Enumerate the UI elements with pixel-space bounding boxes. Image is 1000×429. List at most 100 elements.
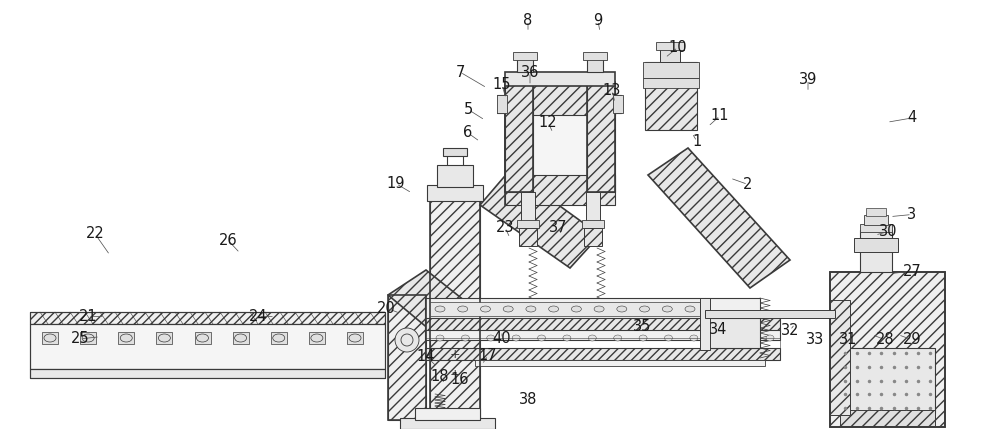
Bar xyxy=(30,324,385,369)
Ellipse shape xyxy=(715,335,723,341)
Bar xyxy=(840,348,935,413)
Polygon shape xyxy=(648,148,790,288)
Bar xyxy=(586,192,600,222)
Bar xyxy=(388,295,426,420)
Bar xyxy=(505,72,615,86)
Bar xyxy=(415,408,480,420)
Bar xyxy=(643,62,699,78)
Text: 28: 28 xyxy=(876,332,894,347)
Bar xyxy=(42,332,58,344)
Ellipse shape xyxy=(196,334,208,342)
Bar xyxy=(80,332,96,344)
Text: 34: 34 xyxy=(709,322,727,337)
Ellipse shape xyxy=(538,335,546,341)
Bar xyxy=(388,295,426,420)
Bar xyxy=(425,298,705,320)
Bar xyxy=(613,95,623,113)
Bar xyxy=(400,418,495,429)
Ellipse shape xyxy=(741,335,749,341)
Ellipse shape xyxy=(44,334,56,342)
Bar xyxy=(233,332,249,344)
Text: 2: 2 xyxy=(743,177,753,192)
Text: 1: 1 xyxy=(692,134,702,149)
Text: 8: 8 xyxy=(523,13,533,28)
Bar xyxy=(864,215,888,225)
Text: 17: 17 xyxy=(479,348,497,363)
Text: 12: 12 xyxy=(539,115,557,130)
Bar xyxy=(582,220,604,228)
Polygon shape xyxy=(388,270,470,330)
Bar xyxy=(427,185,483,201)
Text: 36: 36 xyxy=(521,65,539,79)
Bar xyxy=(583,52,607,60)
Bar xyxy=(587,58,603,72)
Text: 35: 35 xyxy=(633,319,651,333)
Bar xyxy=(30,312,385,324)
Ellipse shape xyxy=(158,334,170,342)
Bar xyxy=(309,332,325,344)
Bar xyxy=(505,85,615,205)
Text: 40: 40 xyxy=(493,332,511,346)
Ellipse shape xyxy=(617,306,627,312)
Ellipse shape xyxy=(458,306,468,312)
Ellipse shape xyxy=(588,335,596,341)
Polygon shape xyxy=(480,170,600,268)
Ellipse shape xyxy=(685,306,695,312)
Bar xyxy=(519,228,537,246)
Bar xyxy=(505,85,615,115)
Text: 25: 25 xyxy=(71,332,89,346)
Text: 31: 31 xyxy=(839,332,857,347)
Bar xyxy=(854,238,898,252)
Circle shape xyxy=(395,328,419,352)
Bar xyxy=(700,298,710,350)
Text: 30: 30 xyxy=(879,224,897,239)
Ellipse shape xyxy=(512,335,520,341)
Bar xyxy=(521,192,535,222)
Ellipse shape xyxy=(503,306,513,312)
Ellipse shape xyxy=(662,306,672,312)
Bar xyxy=(430,302,700,316)
Bar xyxy=(437,165,473,187)
Text: 7: 7 xyxy=(455,65,465,79)
Bar xyxy=(505,175,615,205)
Text: 9: 9 xyxy=(593,13,603,28)
Text: 3: 3 xyxy=(907,207,917,222)
Bar xyxy=(513,52,537,60)
Bar xyxy=(656,42,684,50)
Text: 20: 20 xyxy=(377,301,395,315)
Ellipse shape xyxy=(120,334,132,342)
Ellipse shape xyxy=(480,306,490,312)
Ellipse shape xyxy=(614,335,622,341)
Text: 11: 11 xyxy=(711,109,729,123)
Bar xyxy=(860,230,892,272)
Text: 23: 23 xyxy=(496,220,514,235)
Text: 5: 5 xyxy=(463,102,473,117)
Ellipse shape xyxy=(766,335,774,341)
Text: 19: 19 xyxy=(387,176,405,191)
Ellipse shape xyxy=(435,306,445,312)
Ellipse shape xyxy=(526,306,536,312)
Ellipse shape xyxy=(571,306,581,312)
Text: 15: 15 xyxy=(493,78,511,92)
Bar xyxy=(517,220,539,228)
Ellipse shape xyxy=(235,334,247,342)
Bar xyxy=(643,78,699,88)
Bar xyxy=(866,208,886,216)
Bar xyxy=(505,82,533,192)
Bar xyxy=(830,272,945,427)
Bar xyxy=(830,300,850,415)
Ellipse shape xyxy=(639,335,647,341)
Text: 21: 21 xyxy=(79,309,97,324)
Ellipse shape xyxy=(690,335,698,341)
Ellipse shape xyxy=(594,306,604,312)
Bar xyxy=(30,369,385,378)
Bar xyxy=(475,360,765,366)
Text: 14: 14 xyxy=(417,349,435,363)
Bar xyxy=(587,82,615,192)
Text: 37: 37 xyxy=(549,220,567,235)
Text: 29: 29 xyxy=(903,332,921,347)
Text: 4: 4 xyxy=(907,111,917,125)
Bar xyxy=(425,318,780,332)
Bar xyxy=(425,338,780,348)
Ellipse shape xyxy=(311,334,323,342)
